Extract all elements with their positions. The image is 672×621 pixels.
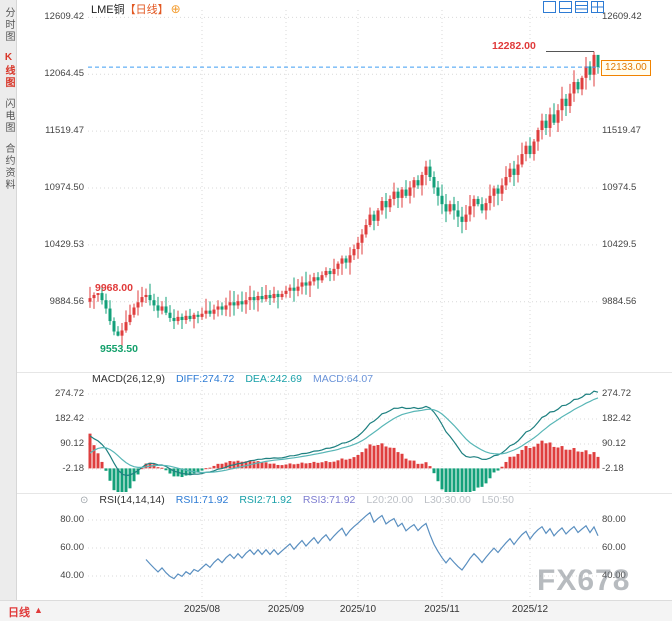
candlestick-chart[interactable] (88, 10, 600, 372)
x-axis-label: 2025/08 (183, 604, 221, 615)
y-axis-label-right: 9884.56 (602, 295, 637, 307)
y-axis-label-right: 10974.5 (602, 182, 637, 194)
y-axis-label-right: 10429.5 (602, 238, 637, 250)
last-price-tag: 12133.00 (601, 60, 651, 76)
rsi-axis-label-left: 60.00 (60, 542, 84, 553)
layout-two-pane-icon[interactable] (559, 1, 572, 13)
footer-period-label[interactable]: 日线 (8, 607, 30, 619)
rsi1-value: RSI1:71.92 (175, 494, 229, 506)
rsi-chart[interactable] (88, 508, 600, 598)
rsi-l30-value: L30:30.00 (424, 494, 471, 506)
macd-axis-label-right: 182.42 (602, 412, 632, 424)
up-arrow-icon: ▲ (34, 605, 43, 615)
layout-grid-icon[interactable] (591, 1, 604, 13)
macd-axis-label-left: 182.42 (54, 412, 84, 424)
y-axis-label-left: 9884.56 (49, 295, 84, 307)
macd-value: MACD:64.07 (312, 373, 374, 385)
y-axis-label-left: 12609.42 (44, 11, 84, 23)
layout-three-pane-icon[interactable] (575, 1, 588, 13)
bottom-bar: 日线 ▲ (0, 600, 672, 621)
chart-header: LME铜【日线】 ⊕ (91, 1, 181, 17)
macd-axis-label-left: -2.18 (62, 462, 84, 474)
rsi-axis-label-right: 40.00 (602, 570, 626, 581)
macd-header: MACD(26,12,9) DIFF:274.72 DEA:242.69 MAC… (92, 373, 373, 385)
low-price-annotation: 9553.50 (100, 343, 138, 355)
rsi2-value: RSI2:71.92 (239, 494, 292, 506)
y-axis-label-right: 11519.47 (602, 125, 641, 137)
sidebar-item-kline-chart[interactable]: K线图 (3, 52, 14, 89)
period-label: 【日线】 (124, 4, 169, 16)
panel-divider (17, 493, 672, 494)
macd-axis-label-right: 90.12 (602, 437, 626, 449)
macd-title: MACD(26,12,9) (92, 373, 165, 385)
sidebar: 分时图 K线图闪电图合约资料 (0, 0, 17, 600)
macd-dea-value: DEA:242.69 (245, 373, 302, 385)
rsi-title: RSI(14,14,14) (99, 494, 165, 506)
watermark: FX678 (537, 564, 631, 597)
rsi-l20-value: L20:20.00 (366, 494, 414, 506)
rsi-l50-value: L50:50 (481, 494, 514, 506)
rsi-axis-label-left: 80.00 (60, 514, 84, 525)
macd-chart[interactable] (88, 386, 600, 494)
macd-axis-label-left: 274.72 (54, 388, 84, 399)
sidebar-item-time-chart[interactable]: 分时图 (3, 7, 14, 43)
instrument-title: LME铜 (91, 4, 125, 16)
sidebar-item-tick-chart[interactable]: 闪电图 (3, 98, 14, 134)
layout-toolbar (543, 1, 604, 13)
x-axis-label: 2025/11 (424, 604, 460, 615)
macd-axis-label-left: 90.12 (60, 437, 84, 449)
y-axis-label-left: 11519.47 (45, 125, 84, 137)
high-price-annotation: 12282.00 (492, 40, 536, 52)
macd-axis-label-right: 274.72 (602, 388, 632, 399)
rsi3-value: RSI3:71.92 (302, 494, 356, 506)
y-axis-label-right: 12609.42 (602, 11, 642, 23)
y-axis-label-left: 10974.50 (44, 182, 84, 194)
left-high-annotation: 9968.00 (95, 282, 133, 294)
macd-diff-value: DIFF:274.72 (175, 373, 235, 385)
rsi-axis-label-left: 40.00 (60, 570, 84, 581)
x-axis-label: 2025/09 (267, 604, 305, 615)
panel-divider (17, 372, 672, 373)
macd-axis-label-right: -2.18 (602, 462, 624, 474)
indicator-settings-icon[interactable]: ⊙ (80, 494, 89, 506)
y-axis-label-left: 12064.45 (44, 68, 84, 80)
rsi-axis-label-right: 80.00 (602, 514, 626, 525)
add-indicator-icon[interactable]: ⊕ (170, 2, 181, 16)
y-axis-label-left: 10429.53 (44, 238, 84, 250)
x-axis-label: 2025/10 (339, 604, 377, 615)
rsi-axis-label-right: 60.00 (602, 542, 626, 553)
rsi-header: ⊙ RSI(14,14,14) RSI1:71.92 RSI2:71.92 RS… (80, 494, 514, 506)
sidebar-item-contract-info[interactable]: 合约资料 (3, 143, 14, 191)
x-axis-label: 2025/12 (511, 604, 549, 615)
layout-single-icon[interactable] (543, 1, 556, 13)
